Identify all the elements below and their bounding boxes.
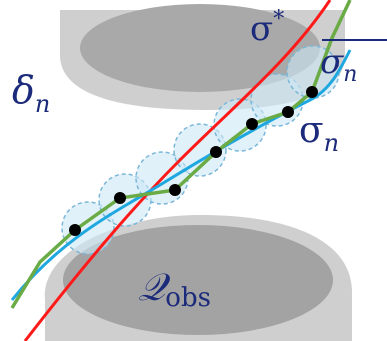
node [282,106,294,118]
ball [213,98,267,152]
node [114,192,126,204]
ball [173,123,227,177]
red-path [23,0,332,341]
path-nodes [69,86,318,236]
node [169,184,181,196]
bottom-obstacle-face [63,225,333,335]
sigma-n-label: σn [299,110,339,157]
node [246,118,258,130]
node [210,146,222,158]
node [306,86,318,98]
sigma-star-label: σ* [250,7,284,49]
svg-text:σn: σn [320,42,357,87]
top-obstacle-face [80,4,320,92]
sigma-bar-label: σn [320,39,387,87]
node [69,224,81,236]
bottom-obstacle [44,215,353,341]
delta-label: δn [12,68,50,118]
